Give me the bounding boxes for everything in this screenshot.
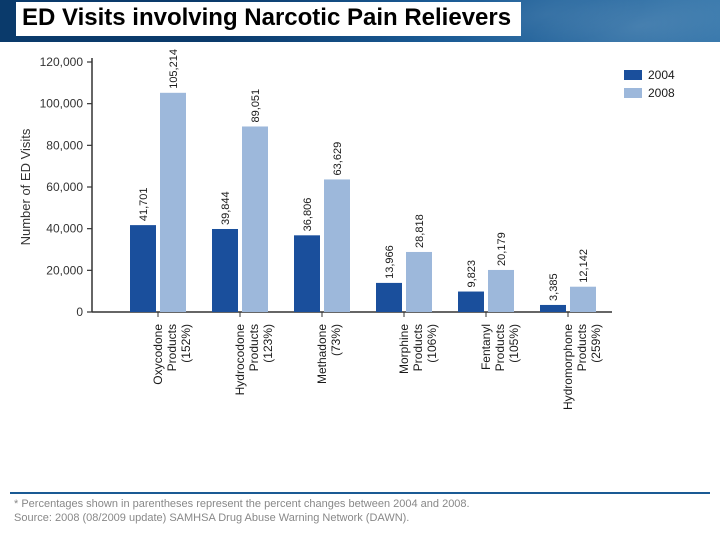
bar — [488, 270, 514, 312]
bar — [570, 287, 596, 312]
divider — [10, 492, 710, 494]
category-label: HydromorphoneProducts(259%) — [561, 324, 603, 410]
legend-swatch — [624, 70, 642, 80]
footnote-2: Source: 2008 (08/2009 update) SAMHSA Dru… — [14, 512, 409, 524]
bar-chart: 0 20,000 40,000 60,000 80,000 100,000 120,000 N… — [12, 48, 708, 478]
ytick-label: 80,000 — [46, 138, 83, 152]
ytick-label: 60,000 — [46, 180, 83, 194]
bar-value-label: 105,214 — [168, 49, 180, 89]
bar — [324, 179, 350, 312]
y-axis-label: Number of ED Visits — [18, 128, 33, 245]
legend-label: 2008 — [648, 86, 675, 100]
bar-value-label: 3,385 — [548, 273, 560, 301]
bar — [160, 93, 186, 312]
ytick-label: 40,000 — [46, 222, 83, 236]
ytick-label: 0 — [76, 305, 83, 319]
bar-value-label: 9,823 — [466, 260, 478, 288]
ytick-label: 20,000 — [46, 263, 83, 277]
bar — [406, 252, 432, 312]
footnote-1: * Percentages shown in parentheses repre… — [14, 498, 470, 510]
bar-value-label: 28,818 — [414, 214, 426, 248]
bar — [130, 225, 156, 312]
ytick-label: 120,000 — [40, 55, 84, 69]
bar-value-label: 39,844 — [220, 191, 232, 225]
category-label: MorphineProducts(106%) — [397, 324, 439, 374]
bar-value-label: 63,629 — [332, 142, 344, 176]
page-title: ED Visits involving Narcotic Pain Reliev… — [16, 2, 521, 36]
bar — [376, 283, 402, 312]
bar — [540, 305, 566, 312]
bar-value-label: 36,806 — [302, 198, 314, 232]
bar — [212, 229, 238, 312]
bar — [242, 126, 268, 312]
bar — [294, 235, 320, 312]
bar-value-label: 20,179 — [496, 232, 508, 266]
bar — [458, 292, 484, 312]
ytick-label: 100,000 — [40, 97, 84, 111]
legend-swatch — [624, 88, 642, 98]
bar-value-label: 13,966 — [384, 245, 396, 279]
bar-value-label: 89,051 — [250, 89, 262, 123]
slide: ED Visits involving Narcotic Pain Reliev… — [0, 0, 720, 540]
bar-value-label: 41,701 — [138, 187, 150, 221]
category-label: Methadone(73%) — [315, 324, 343, 384]
category-label: OxycodoneProducts(152%) — [151, 324, 193, 385]
legend-label: 2004 — [648, 68, 675, 82]
bar-value-label: 12,142 — [578, 249, 590, 283]
category-label: FentanylProducts(105%) — [479, 324, 521, 371]
category-label: HydrocodoneProducts(123%) — [233, 324, 275, 396]
